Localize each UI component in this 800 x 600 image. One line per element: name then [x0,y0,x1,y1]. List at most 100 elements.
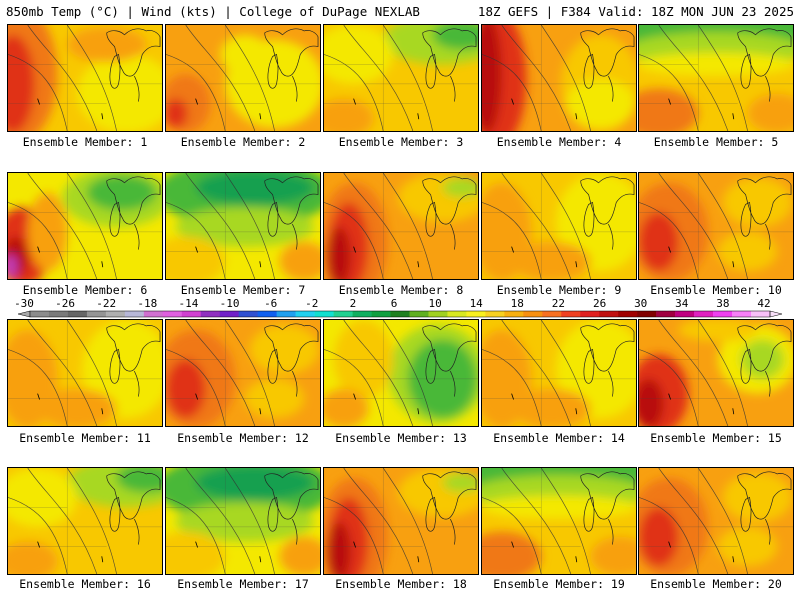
ensemble-member-label: Ensemble Member: 12 [177,431,309,445]
colorbar-tick-label: 22 [552,297,565,310]
ensemble-member-label: Ensemble Member: 17 [177,577,309,591]
colorbar-tick-label: 14 [470,297,484,310]
ensemble-member-label: Ensemble Member: 5 [653,135,779,149]
ensemble-map-panel [7,467,163,575]
colorbar-low-arrow [17,310,31,318]
temperature-field-map [166,468,320,574]
temperature-field-map [482,468,636,574]
temperature-field-map [8,173,162,279]
colorbar-swatch [599,311,619,317]
ensemble-map-panel [323,172,479,280]
colorbar-swatch [314,311,334,317]
ensemble-map-panel [323,24,479,132]
temperature-field-map [8,468,162,574]
colorbar-swatch [732,311,752,317]
colorbar-tick-label: 18 [511,297,524,310]
temperature-field-map [166,320,320,426]
colorbar-swatch [48,311,69,317]
ensemble-member-label: Ensemble Member: 19 [493,577,625,591]
ensemble-map-panel [7,319,163,427]
ensemble-map-panel [165,319,321,427]
colorbar-swatch [181,311,202,317]
colorbar-swatch [162,311,183,317]
temperature-field-map [324,320,478,426]
ensemble-member-label: Ensemble Member: 14 [493,431,625,445]
ensemble-map-panel [638,172,794,280]
temperature-field-map [324,25,478,131]
colorbar-tick-label: 30 [634,297,647,310]
colorbar-swatch [675,311,695,317]
colorbar-swatch [143,311,164,317]
temperature-colorbar: -30 -26 -22 -18 -14 -10 -6 -2 2 6 10 14 18 22 26 30 34 38… [14,297,783,318]
colorbar-tick-label: -6 [264,297,277,310]
colorbar-swatch [67,311,88,317]
temperature-field-map [482,25,636,131]
colorbar-swatch [30,311,50,317]
ensemble-map-panel [165,467,321,575]
ensemble-map-panel [323,319,479,427]
colorbar-swatch [713,311,733,317]
colorbar-swatch [409,311,429,317]
map-title: 850mb Temp (°C) | Wind (kts) | College o… [6,4,420,19]
colorbar-high-arrow [769,310,783,318]
ensemble-member-label: Ensemble Member: 6 [22,283,148,297]
ensemble-map-panel [7,24,163,132]
ensemble-member-label: Ensemble Member: 3 [338,135,464,149]
colorbar-tick-label: -26 [55,297,75,310]
colorbar-swatch [219,311,240,317]
temperature-field-map [8,320,162,426]
colorbar-swatch [238,311,258,317]
ensemble-member-label: Ensemble Member: 1 [22,135,148,149]
ensemble-map-panel [323,467,479,575]
ensemble-member-label: Ensemble Member: 10 [650,283,782,297]
colorbar-swatch [523,311,543,317]
colorbar-swatch [105,311,126,317]
colorbar-swatch [371,311,391,317]
ensemble-map-panel [165,24,321,132]
colorbar-swatch [561,311,581,317]
ensemble-member-label: Ensemble Member: 13 [335,431,467,445]
ensemble-map-panel [165,172,321,280]
colorbar-swatch [295,311,315,317]
colorbar-swatch [124,311,145,317]
ensemble-map-panel [481,467,637,575]
colorbar-tick-label: -14 [178,297,198,310]
colorbar-swatch [751,311,771,317]
colorbar-tick-label: 38 [716,297,729,310]
temperature-field-map [639,320,793,426]
ensemble-member-label: Ensemble Member: 11 [19,431,151,445]
ensemble-member-label: Ensemble Member: 7 [180,283,306,297]
ensemble-map-panel [638,24,794,132]
temperature-field-map [639,468,793,574]
ensemble-map-panel [481,319,637,427]
temperature-field-map [324,468,478,574]
ensemble-member-label: Ensemble Member: 8 [338,283,464,297]
colorbar-swatch [542,311,562,317]
colorbar-tick-label: -2 [305,297,318,310]
colorbar-tick-label: 42 [757,297,770,310]
colorbar-tick-label: 6 [391,297,398,310]
ensemble-member-label: Ensemble Member: 16 [19,577,151,591]
temperature-field-map [166,173,320,279]
temperature-field-map [324,173,478,279]
colorbar-swatch [485,311,505,317]
ensemble-member-label: Ensemble Member: 4 [496,135,622,149]
colorbar-swatch [333,311,353,317]
ensemble-map-panel [481,24,637,132]
ensemble-member-label: Ensemble Member: 15 [650,431,782,445]
temperature-field-map [482,320,636,426]
colorbar-swatch [390,311,410,317]
colorbar-swatch [637,311,657,317]
colorbar-swatch [352,311,372,317]
colorbar-tick-label: -22 [96,297,116,310]
colorbar-swatch [580,311,600,317]
ensemble-member-label: Ensemble Member: 18 [335,577,467,591]
colorbar-tick-label: 26 [593,297,606,310]
ensemble-map-panel [638,319,794,427]
temperature-field-map [8,25,162,131]
colorbar-swatch [428,311,448,317]
ensemble-member-label: Ensemble Member: 20 [650,577,782,591]
colorbar-tick-label: 10 [428,297,441,310]
colorbar-swatch [618,311,638,317]
temperature-field-map [639,25,793,131]
